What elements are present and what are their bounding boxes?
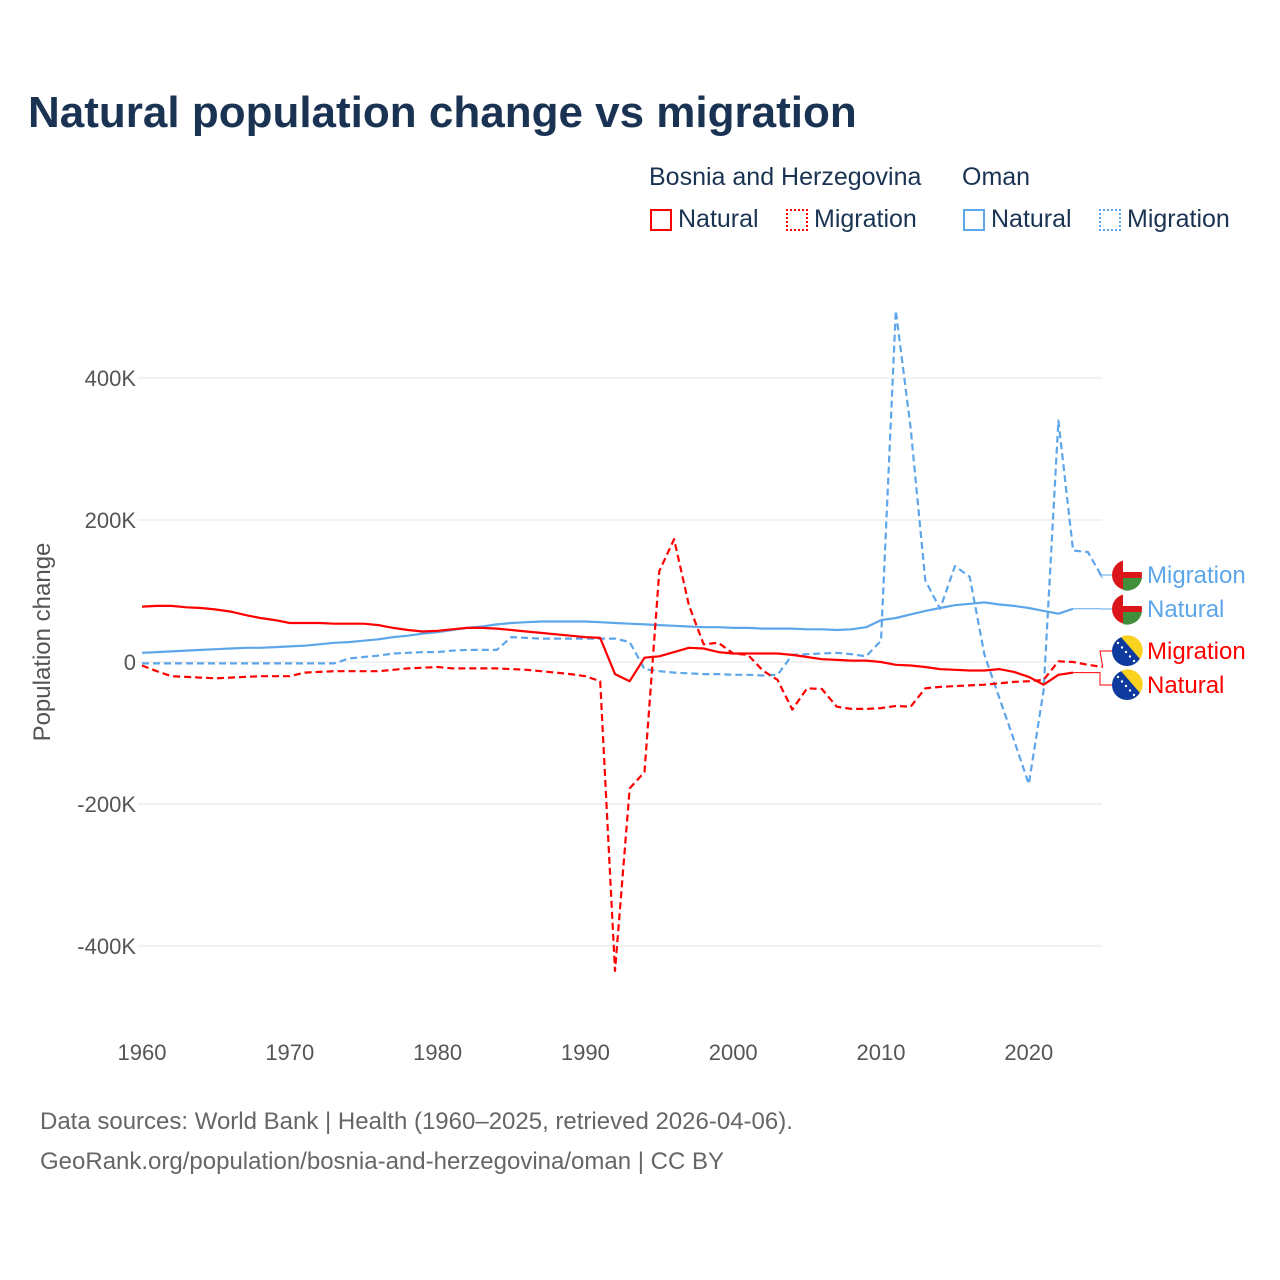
y-tick-label: 400K xyxy=(85,366,137,391)
y-tick-label: 200K xyxy=(85,508,137,533)
label-connector xyxy=(1098,574,1112,579)
flag-star xyxy=(1116,641,1120,645)
series-end-label: Migration xyxy=(1147,638,1246,665)
bosnia-flag-icon xyxy=(1112,669,1143,700)
legend-label: Migration xyxy=(814,205,917,233)
legend-group-bosnia: Bosnia and Herzegovina xyxy=(649,163,922,191)
flag-green xyxy=(1123,578,1142,591)
x-tick-label: 1980 xyxy=(413,1040,462,1065)
y-axis-label: Population change xyxy=(29,543,56,742)
legend-group-oman: Oman xyxy=(962,163,1031,191)
legend-label: Natural xyxy=(678,205,759,233)
series-line-natural xyxy=(141,604,1074,686)
flag-star xyxy=(1132,693,1136,697)
x-tick-label: 1960 xyxy=(118,1040,167,1065)
flag-star xyxy=(1124,650,1128,654)
x-tick-label: 2020 xyxy=(1004,1040,1053,1065)
flag-star xyxy=(1128,655,1132,658)
legend-swatch-dotted-blue xyxy=(1099,208,1121,231)
flag-white xyxy=(1123,559,1142,572)
flag-white xyxy=(1123,593,1142,606)
oman-flag-icon xyxy=(1112,559,1142,591)
x-tick-label: 1990 xyxy=(561,1040,610,1065)
flag-star xyxy=(1124,684,1128,688)
bosnia-flag-icon xyxy=(1112,635,1143,666)
legend-swatch-solid-blue xyxy=(963,208,985,231)
series-line-natural xyxy=(141,601,1074,654)
flag-yellow xyxy=(1121,669,1143,693)
y-tick-label: 0 xyxy=(124,650,136,675)
footer-sources: Data sources: World Bank | Health (1960–… xyxy=(40,1108,793,1135)
legend-bih-migration[interactable]: Migration xyxy=(786,205,917,234)
series-end-label: Natural xyxy=(1147,596,1224,623)
flag-star xyxy=(1132,659,1136,663)
y-tick-label: -400K xyxy=(77,934,136,959)
flag-star xyxy=(1120,646,1124,649)
x-tick-label: 2010 xyxy=(857,1040,906,1065)
flag-yellow xyxy=(1121,635,1143,659)
x-tick-label: 1970 xyxy=(265,1040,314,1065)
legend-bih-natural[interactable]: Natural xyxy=(650,205,759,234)
label-connector xyxy=(1073,672,1112,686)
legend-swatch-dotted-red xyxy=(786,208,808,231)
chart-title: Natural population change vs migration xyxy=(28,88,857,137)
flag-star xyxy=(1120,680,1124,683)
series-end-label: Migration xyxy=(1147,562,1246,589)
legend-swatch-solid-red xyxy=(650,208,672,231)
x-tick-label: 2000 xyxy=(709,1040,758,1065)
oman-flag-icon xyxy=(1112,593,1142,625)
flag-star xyxy=(1116,675,1120,679)
footer-link[interactable]: GeoRank.org/population/bosnia-and-herzeg… xyxy=(40,1148,724,1175)
legend-label: Migration xyxy=(1127,205,1230,233)
legend-oman-natural[interactable]: Natural xyxy=(963,205,1072,234)
y-tick-label: -200K xyxy=(77,792,136,817)
series-end-label: Natural xyxy=(1147,672,1224,699)
flag-star xyxy=(1128,689,1132,692)
flag-green xyxy=(1123,612,1142,625)
label-connector xyxy=(1099,650,1112,668)
series-line-migration xyxy=(142,309,1104,786)
legend-label: Natural xyxy=(991,205,1072,233)
legend-oman-migration[interactable]: Migration xyxy=(1099,205,1230,234)
